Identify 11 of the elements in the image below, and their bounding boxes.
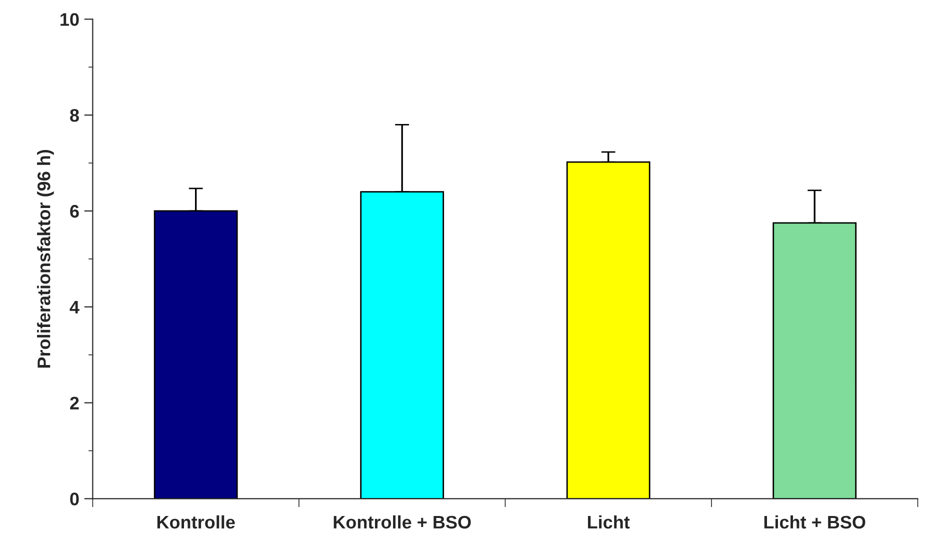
x-tick-label: Kontrolle <box>157 515 235 529</box>
y-tick-label: 2 <box>70 396 79 410</box>
y-tick-label: 8 <box>70 109 79 122</box>
x-tick-label: Licht + BSO <box>764 515 866 529</box>
y-tick-label: 0 <box>70 492 79 506</box>
y-tick-label: 6 <box>70 204 79 218</box>
y-tick-label: 10 <box>60 13 79 26</box>
x-tick-label: Kontrolle + BSO <box>334 515 471 529</box>
y-tick-label: 4 <box>70 301 80 314</box>
y-axis-title: Proliferationsfaktor (96 h) <box>37 150 54 368</box>
x-tick-label: Licht <box>588 515 630 529</box>
